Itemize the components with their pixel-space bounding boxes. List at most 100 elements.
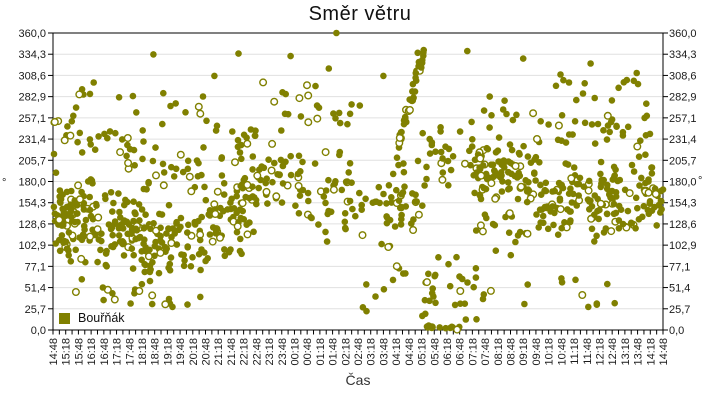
x-tick-label: 14:48 <box>658 338 670 366</box>
data-point <box>480 107 488 114</box>
data-point <box>588 121 596 128</box>
data-point <box>312 82 319 90</box>
x-tick-label: 10:48 <box>556 338 568 366</box>
data-point <box>146 262 154 270</box>
data-point <box>358 231 367 240</box>
data-point <box>149 157 157 165</box>
data-point <box>505 229 513 236</box>
data-point <box>194 102 203 111</box>
data-point <box>287 52 294 60</box>
data-point <box>90 79 97 86</box>
data-point <box>596 206 603 214</box>
data-point <box>119 225 127 232</box>
data-point <box>70 112 77 120</box>
data-point <box>221 246 228 253</box>
data-point <box>537 219 544 226</box>
x-tick-label: 06:48 <box>455 338 467 366</box>
data-point <box>86 232 95 241</box>
data-point <box>165 201 173 209</box>
data-point <box>251 194 258 201</box>
x-tick-label: 00:18 <box>289 338 301 366</box>
data-point <box>392 262 401 271</box>
data-point <box>456 287 465 296</box>
data-point <box>400 120 408 128</box>
data-point <box>400 168 408 176</box>
data-point <box>129 92 137 100</box>
data-point <box>272 192 281 201</box>
data-point <box>432 148 439 155</box>
data-point <box>423 163 430 171</box>
data-point <box>341 210 349 217</box>
data-point <box>634 204 641 212</box>
x-tick-label: 14:48 <box>48 338 60 366</box>
data-point <box>163 245 170 252</box>
data-point <box>472 265 480 272</box>
data-point <box>197 266 204 274</box>
data-point <box>573 96 580 104</box>
data-point <box>56 247 64 255</box>
data-point <box>252 200 260 208</box>
data-point <box>111 241 119 248</box>
data-point <box>642 179 649 187</box>
legend: Bouřňák <box>59 311 125 325</box>
data-point <box>120 252 128 259</box>
data-point <box>375 183 383 191</box>
data-point <box>409 80 417 88</box>
data-point <box>558 224 565 232</box>
data-point <box>444 157 452 165</box>
data-point <box>86 136 94 143</box>
data-point <box>146 246 153 254</box>
data-point <box>578 291 587 300</box>
data-point <box>98 237 105 245</box>
data-point <box>517 182 526 191</box>
data-point <box>199 93 207 100</box>
x-tick-label: 23:48 <box>277 338 289 366</box>
data-point <box>77 254 86 263</box>
data-point <box>320 193 328 200</box>
data-point <box>65 229 73 236</box>
data-point <box>562 139 570 146</box>
y-tick-label-left: 154,3 <box>18 198 46 210</box>
data-point <box>638 174 645 182</box>
data-point <box>352 212 359 220</box>
data-point <box>494 147 502 154</box>
data-point <box>259 78 268 87</box>
data-point <box>544 225 552 233</box>
data-point <box>363 281 370 288</box>
data-point <box>437 128 444 135</box>
data-point <box>402 114 409 122</box>
data-point <box>505 209 514 218</box>
data-point <box>597 183 605 191</box>
data-point <box>511 161 520 170</box>
data-point <box>356 189 363 197</box>
data-point <box>133 109 140 116</box>
data-point <box>130 217 137 225</box>
data-point <box>303 81 312 90</box>
x-tick-label: 03:18 <box>366 338 378 366</box>
data-point <box>284 110 292 118</box>
data-point <box>435 253 442 261</box>
data-point <box>423 278 432 287</box>
data-point <box>409 225 418 234</box>
data-point <box>512 238 519 246</box>
data-point <box>591 94 598 102</box>
data-point <box>344 120 351 128</box>
data-point <box>348 101 355 108</box>
data-point <box>606 128 613 136</box>
data-point <box>480 291 488 298</box>
data-point <box>172 165 180 173</box>
data-point <box>422 310 429 318</box>
data-point <box>506 141 514 148</box>
data-point <box>423 175 430 183</box>
data-point <box>141 236 148 243</box>
data-point <box>515 169 522 177</box>
data-point <box>218 155 225 162</box>
data-point <box>595 215 602 223</box>
data-point <box>230 158 239 167</box>
data-point <box>150 220 157 227</box>
x-tick-label: 18:48 <box>150 338 162 366</box>
data-point <box>56 193 63 200</box>
y-tick-label-left: 205,7 <box>18 155 46 167</box>
data-point <box>642 132 650 139</box>
data-point <box>75 195 84 204</box>
